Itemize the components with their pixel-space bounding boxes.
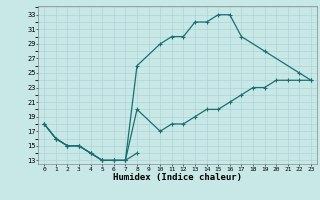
X-axis label: Humidex (Indice chaleur): Humidex (Indice chaleur) [113, 173, 242, 182]
